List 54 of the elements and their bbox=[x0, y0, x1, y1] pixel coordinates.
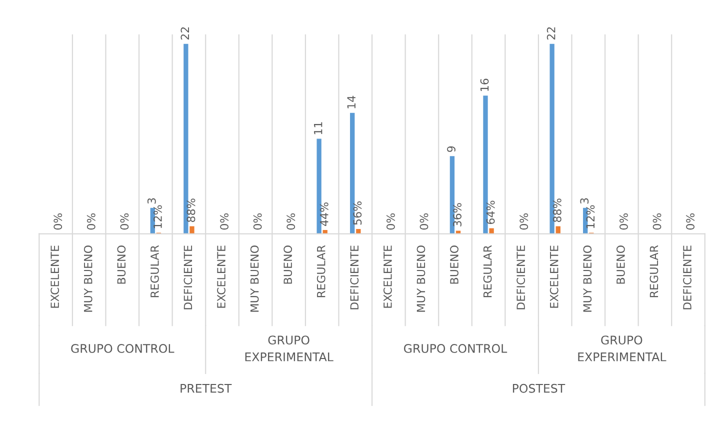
x-tick-label: MUY BUENO bbox=[583, 246, 592, 312]
data-label: 0% bbox=[220, 213, 228, 230]
x-tick-label: REGULAR bbox=[316, 245, 326, 298]
x-tick-label: BUENO bbox=[616, 246, 625, 284]
x-tick-label: EXCELENTE bbox=[217, 246, 226, 308]
data-label: 22 bbox=[180, 27, 189, 40]
x-tick-label: BUENO bbox=[284, 246, 292, 284]
x-tick-label: EXCELENTE bbox=[383, 246, 392, 308]
x-tick-label: MUY BUENO bbox=[416, 246, 426, 312]
x-tick-label: BUENO bbox=[450, 246, 458, 284]
data-label: 3 bbox=[580, 198, 589, 204]
data-label: 64% bbox=[486, 200, 495, 224]
x-tick-label: REGULAR bbox=[650, 245, 658, 298]
data-label: 44% bbox=[320, 202, 328, 226]
data-label: 12% bbox=[154, 205, 162, 228]
data-label: 0% bbox=[286, 213, 296, 230]
data-label: 88% bbox=[186, 198, 196, 222]
data-label: 56% bbox=[353, 201, 362, 225]
data-label: 88% bbox=[552, 198, 562, 222]
data-label: 0% bbox=[253, 213, 262, 230]
data-label: 14 bbox=[347, 96, 356, 108]
data-label: 16 bbox=[480, 78, 489, 91]
data-label: 12% bbox=[586, 205, 595, 228]
text: GRUPO EXPERIMENTAL bbox=[245, 336, 334, 362]
data-label: 36% bbox=[453, 203, 462, 226]
x-tick-label: REGULAR bbox=[483, 245, 492, 298]
data-label: 9 bbox=[447, 146, 456, 152]
data-label: 11 bbox=[314, 122, 322, 134]
data-label: 0% bbox=[520, 213, 528, 230]
data-label: 0% bbox=[420, 213, 428, 230]
x-tick-label: DEFICIENTE bbox=[516, 246, 526, 310]
text: GRUPO CONTROL bbox=[71, 344, 174, 353]
x-tick-label: MUY BUENO bbox=[84, 246, 92, 312]
x-tick-label: EXCELENTE bbox=[50, 246, 60, 308]
data-label: 0% bbox=[686, 213, 694, 230]
data-label: 3 bbox=[147, 198, 156, 204]
data-label: 0% bbox=[86, 213, 96, 230]
data-label: 0% bbox=[54, 213, 62, 230]
text: GRUPO EXPERIMENTAL bbox=[578, 336, 666, 362]
data-label: 0% bbox=[652, 213, 662, 230]
x-tick-label: DEFICIENTE bbox=[683, 246, 692, 310]
x-tick-label: DEFICIENTE bbox=[350, 246, 359, 310]
x-tick-label: MUY BUENO bbox=[250, 246, 259, 312]
data-label: 0% bbox=[620, 213, 628, 230]
text: POSTEST bbox=[512, 384, 566, 393]
data-label: 0% bbox=[386, 213, 395, 230]
x-tick-label: DEFICIENTE bbox=[184, 246, 192, 310]
x-tick-label: BUENO bbox=[117, 246, 126, 284]
data-label: 0% bbox=[120, 213, 129, 230]
text: GRUPO CONTROL bbox=[404, 344, 508, 353]
text: PRETEST bbox=[180, 384, 232, 393]
data-label: 22 bbox=[546, 27, 556, 40]
x-tick-label: EXCELENTE bbox=[550, 246, 558, 308]
x-tick-label: REGULAR bbox=[150, 245, 159, 298]
